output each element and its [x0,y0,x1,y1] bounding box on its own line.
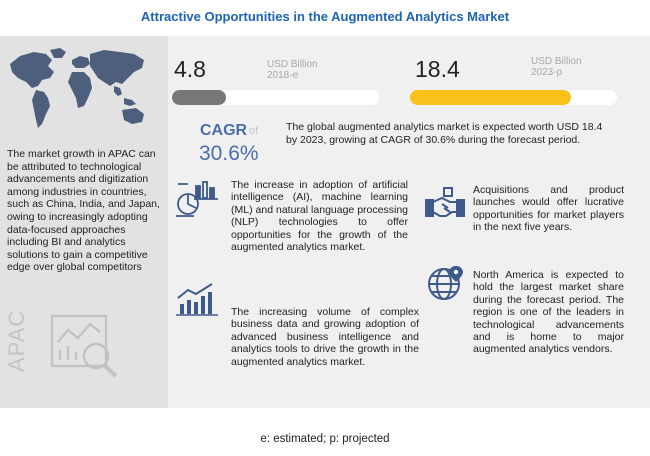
unit-2023-line2: 2023-p [531,67,563,78]
unit-2018-line1: USD Billion [267,59,318,70]
cagr-of: of [249,125,259,137]
cagr-value: 30.6% [199,142,259,165]
footnote: e: estimated; p: projected [260,433,390,445]
acquisitions-text: Acquisitions and product launches would … [473,184,624,234]
analytics-report-icon [50,314,118,378]
page-title: Attractive Opportunities in the Augmente… [140,9,510,24]
globe-location-icon [428,266,463,300]
apac-description: The market growth in APAC can be attribu… [7,148,160,274]
north-america-text: North America is expected to hold the la… [473,269,624,356]
cagr-label: CAGR [200,122,248,139]
bar-2023-fill [410,90,572,105]
market-value-2018: 4.8 [174,56,206,82]
unit-2023-line1: USD Billion [531,56,582,67]
market-value-2023: 18.4 [415,56,460,82]
growth-chart-icon [176,283,218,316]
handshake-icon [425,187,465,217]
unit-2018-line2: 2018-e [267,70,299,81]
data-volume-text: The increasing volume of complex busines… [231,306,419,368]
bar-2018-track [172,90,379,105]
apac-label: APAC [4,309,29,372]
cagr-description: The global augmented analytics market is… [286,121,603,146]
world-map-icon [10,48,144,128]
bar-2023-track [410,90,617,105]
ai-analytics-icon [176,181,218,217]
bar-2018-fill [172,90,226,105]
nlp-opportunity-text: The increase in adoption of artificial i… [231,179,408,254]
